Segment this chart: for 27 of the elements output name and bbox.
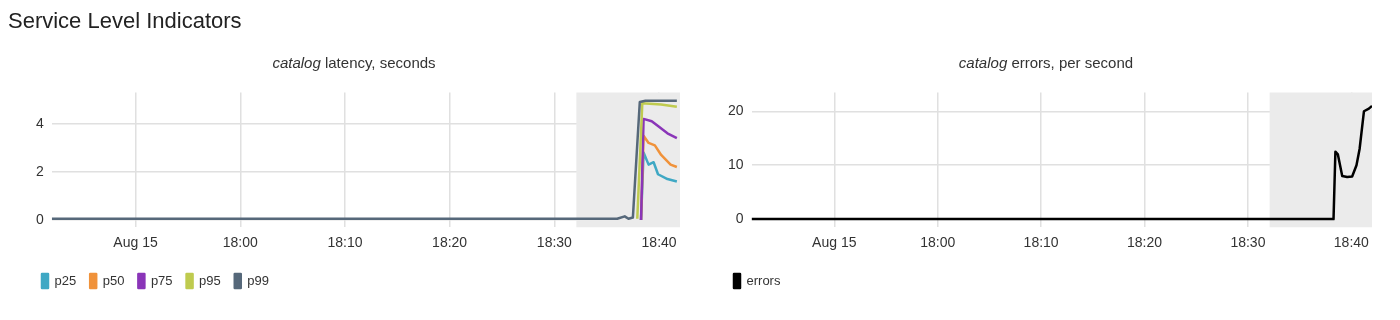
x-tick-label: Aug 15 bbox=[113, 234, 158, 251]
chart-title: Service Level Indicators bbox=[8, 8, 243, 35]
y-tick-label: 4 bbox=[35, 114, 44, 131]
x-tick-label: 18:30 bbox=[536, 234, 573, 251]
legend-label: errors bbox=[746, 272, 781, 288]
x-tick-label: 18:20 bbox=[432, 234, 468, 251]
legend-label: p95 bbox=[199, 272, 221, 288]
legend-label: p25 bbox=[54, 272, 77, 288]
x-tick-label: Aug 15 bbox=[812, 234, 857, 251]
chart-subtitle: catalog errors, per second bbox=[958, 54, 1134, 71]
x-tick-label: 18:40 bbox=[641, 234, 677, 251]
x-tick-label: 18:20 bbox=[1126, 234, 1163, 251]
legend-label: p99 bbox=[247, 272, 269, 288]
legend-label: p75 bbox=[150, 272, 173, 288]
x-tick-label: 18:10 bbox=[327, 234, 363, 251]
x-tick-label: 18:00 bbox=[222, 234, 258, 251]
y-tick-label: 2 bbox=[35, 162, 44, 179]
y-tick-label: 10 bbox=[727, 156, 744, 173]
chart-subtitle: catalog latency, seconds bbox=[272, 54, 436, 71]
legend-label: p50 bbox=[102, 272, 125, 288]
y-tick-label: 20 bbox=[727, 102, 744, 119]
x-tick-label: 18:30 bbox=[1230, 234, 1266, 251]
y-tick-label: 0 bbox=[735, 209, 744, 226]
x-tick-label: 18:40 bbox=[1333, 234, 1370, 251]
y-tick-label: 0 bbox=[35, 210, 44, 227]
x-tick-label: 18:00 bbox=[920, 234, 956, 251]
x-tick-label: 18:10 bbox=[1023, 234, 1059, 251]
